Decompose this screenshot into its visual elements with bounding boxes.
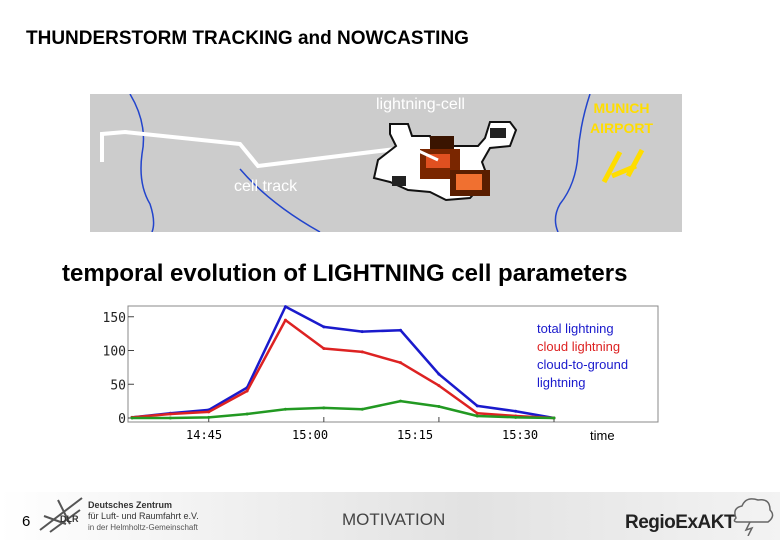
x-tick-label: 15:15 [397,428,434,442]
data-point [245,412,249,416]
data-point [322,325,326,329]
data-point [207,410,211,414]
data-point [437,384,441,388]
legend-cloud-to-ground: cloud-to-ground [537,357,629,372]
org-line2: für Luft- und Raumfahrt e.V. [88,511,199,521]
x-tick-label: 15:00 [292,428,329,442]
cell-track-label: cell track [234,178,298,195]
data-point [399,399,403,403]
data-point [475,411,479,415]
series-line-2 [132,399,555,420]
y-tick-label: 0 [118,412,126,424]
storm-map-graphic [100,94,645,232]
cell-core-5 [456,174,482,190]
footer-bar [0,492,780,540]
x-tick-label: 14:45 [186,428,223,442]
dlr-logo-icon [39,497,83,533]
data-point [283,305,287,309]
airport-label-line2: AIRPORT [590,120,653,136]
dlr-org-name: Deutsches Zentrum für Luft- und Raumfahr… [88,500,199,533]
regioexakt-logo: RegioExAKT [625,512,736,533]
data-point [475,404,479,408]
lightning-line-chart: 0 50 100 150 [103,305,659,424]
plot-frame [127,305,659,423]
cell-pointer [407,144,439,162]
y-tick-label: 100 [103,345,126,360]
y-tick-label: 50 [110,378,126,393]
airport-runway-icon [601,148,645,184]
cloud-lightning-icon [733,498,774,536]
dlr-abbrev: DLR [60,514,79,524]
cell-core-7 [392,176,406,186]
data-point [399,361,403,365]
legend-cloud-to-ground-line2: lightning [537,375,586,390]
airport-label: MUNICH AIRPORT [590,98,653,138]
lightning-cell-label: lightning-cell [376,96,465,113]
x-axis-label: time [590,428,615,443]
x-tick-label: 15:30 [502,428,539,442]
data-point [168,416,172,420]
data-point [168,412,172,416]
river-middle [239,168,321,232]
data-point [437,405,441,409]
data-point [283,407,287,411]
data-point [283,318,287,322]
river-right [554,94,591,232]
data-point [130,416,134,420]
data-point [360,330,364,334]
data-point [437,372,441,376]
data-point [360,350,364,354]
chart-legend: total lightning cloud lightning cloud-to… [537,320,628,392]
slide-title: THUNDERSTORM TRACKING and NOWCASTING [26,28,469,49]
legend-total-lightning: total lightning [537,321,614,336]
data-point [207,415,211,419]
series-line-1 [131,318,555,420]
series-line-0 [131,305,555,420]
y-tick-label: 150 [103,311,126,326]
section-label: MOTIVATION [342,510,446,529]
data-point [552,416,556,420]
legend-cloud-lightning: cloud lightning [537,339,621,354]
data-point [360,407,364,411]
cell-core-6 [490,128,506,138]
chart-heading: temporal evolution of LIGHTNING cell par… [62,260,628,287]
airport-label-line1: MUNICH [593,100,650,116]
org-line1: Deutsches Zentrum [88,500,173,510]
cell-track-line [100,129,421,169]
data-point [322,406,326,410]
data-point [245,389,249,393]
data-point [322,346,326,350]
page-number: 6 [22,513,31,530]
data-point [514,409,518,413]
river-left [129,94,155,232]
org-line3: in der Helmholtz-Gemeinschaft [88,523,198,532]
data-point [514,415,518,419]
data-point [475,414,479,418]
storm-map: lightning-cell cell track MUNICH AIRPORT [90,94,682,232]
data-point [399,328,403,332]
